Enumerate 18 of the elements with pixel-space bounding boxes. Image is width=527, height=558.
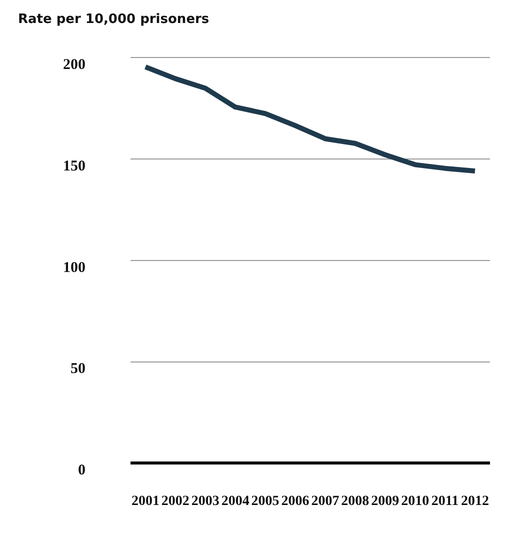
x-tick-label: 2007 <box>311 494 340 510</box>
x-tick-label: 2003 <box>191 494 220 510</box>
x-tick-label: 2009 <box>371 494 400 510</box>
y-axis-title: Rate per 10,000 prisoners <box>18 12 210 28</box>
x-tick-label: 2002 <box>161 494 190 510</box>
y-tick-label: 150 <box>63 158 86 174</box>
y-tick-label: 50 <box>70 361 86 378</box>
y-tick-label: 100 <box>63 260 86 276</box>
x-tick-label: 2012 <box>461 494 489 510</box>
y-tick-label: 0 <box>78 462 86 479</box>
x-tick-label: 2006 <box>281 494 310 510</box>
x-tick-label: 2004 <box>221 494 250 510</box>
x-tick-label: 2001 <box>131 494 160 510</box>
x-tick-label: 2011 <box>431 494 459 510</box>
x-tick-label: 2008 <box>341 494 370 510</box>
x-tick-label: 2005 <box>251 494 280 510</box>
y-tick-label: 200 <box>63 56 86 73</box>
x-tick-label: 2010 <box>401 494 430 510</box>
